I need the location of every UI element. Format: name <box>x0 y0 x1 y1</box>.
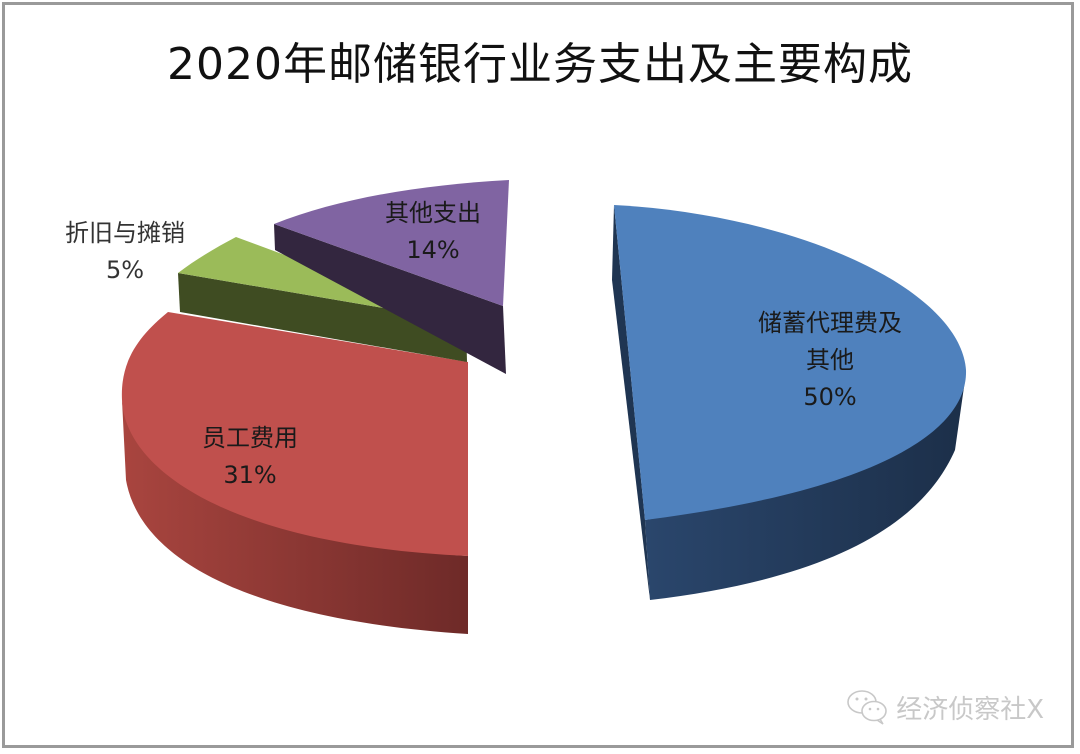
wechat-icon <box>847 690 887 725</box>
watermark-text: 经济侦察社X <box>896 694 1044 725</box>
slice-left-side <box>612 205 650 600</box>
slice-top <box>614 205 967 520</box>
label-name-line2: 其他 <box>806 346 854 374</box>
label-name: 员工费用 <box>202 424 298 452</box>
label-savings-agency: 储蓄代理费及 其他 50% <box>720 305 940 416</box>
slice-other-expense[interactable] <box>274 180 509 374</box>
slice-top <box>274 180 509 306</box>
label-other-expense: 其他支出 14% <box>358 195 508 269</box>
slice-side <box>122 400 468 634</box>
label-name: 其他支出 <box>385 199 481 227</box>
label-depreciation: 折旧与摊销 5% <box>40 215 210 289</box>
label-name-line1: 储蓄代理费及 <box>758 309 902 337</box>
label-percent: 5% <box>105 256 145 284</box>
label-name: 折旧与摊销 <box>65 219 185 247</box>
label-percent: 50% <box>803 383 857 411</box>
slice-staff-cost[interactable] <box>121 312 468 634</box>
watermark: 经济侦察社X <box>846 688 1044 726</box>
slice-side <box>178 273 467 362</box>
label-percent: 31% <box>223 461 277 489</box>
slice-side <box>645 380 965 600</box>
chart-title: 2020年邮储银行业务支出及主要构成 <box>167 39 913 90</box>
label-percent: 14% <box>406 236 460 264</box>
label-staff-cost: 员工费用 31% <box>170 420 330 494</box>
slice-savings-agency[interactable] <box>612 205 967 600</box>
slice-top <box>121 312 468 556</box>
slice-side <box>274 224 506 374</box>
